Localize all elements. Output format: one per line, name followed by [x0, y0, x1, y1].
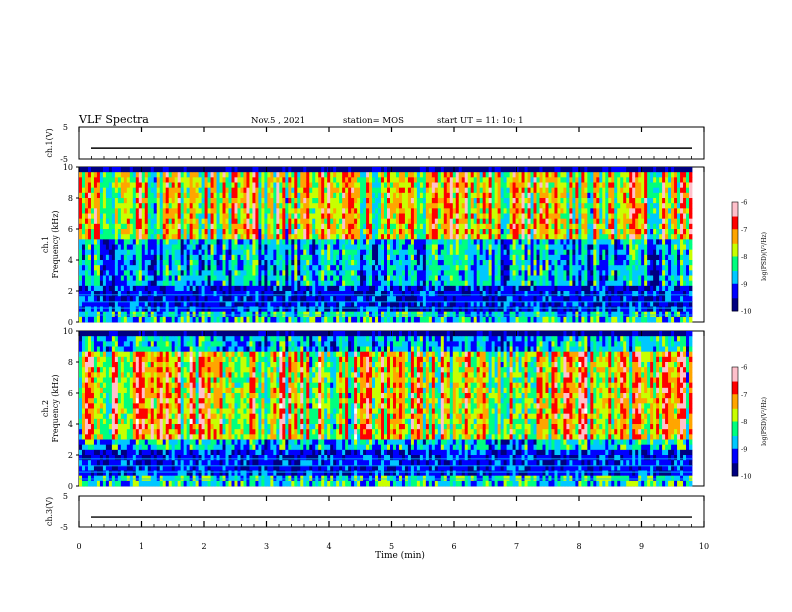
ch3-voltage-ytick-label: 5 [63, 492, 68, 501]
ch1-colorbar-tick-label: -7 [741, 226, 747, 234]
figure-title: VLF Spectra [78, 113, 149, 126]
ch1-colorbar-tick-label: -8 [741, 253, 747, 261]
ch3-voltage-panel: 5 -5 ch.3(V) [45, 492, 705, 532]
x-tick-label: 2 [201, 542, 206, 551]
ch2-colorbar-label: log(PSD)(V²/Hz) [761, 397, 768, 446]
x-tick-label: 8 [576, 542, 581, 551]
ch3-voltage-ylabel: ch.3(V) [45, 497, 54, 526]
ch1-spectrogram-panel: 0 2 4 6 8 10 ch.1Frequency (kHz) [41, 163, 705, 327]
ch1-spectrogram-ytick-label: 6 [68, 225, 73, 234]
ch2-spectrogram-ytick-label: 0 [68, 482, 73, 491]
ch2-spectrogram-ytick-label: 10 [63, 327, 73, 336]
start-time-label: start UT = 11: 10: 1 [437, 116, 524, 126]
ch1-voltage-ytick-label: 5 [63, 123, 68, 132]
ch1-spectrogram-ytick-label: 0 [68, 318, 73, 327]
time-axis: 0 1 2 3 4 5 6 7 8 9 10 [76, 127, 709, 551]
ch2-colorbar-tick-label: -7 [741, 391, 747, 399]
ch2-spectrogram-panel: 0 2 4 6 8 10 ch.2Frequency (kHz) [41, 327, 705, 491]
ch1-colorbar-tick-label: -6 [741, 199, 747, 207]
station-label: station= MOS [343, 116, 404, 126]
ch2-colorbar-tick-label: -9 [741, 445, 747, 453]
ch2-colorbar: -6 -7 -8 -9 -10 log(PSD)(V²/Hz) [731, 364, 768, 481]
ch2-spectrogram-ylabel: ch.2Frequency (kHz) [41, 374, 60, 442]
ch1-colorbar-tick-label: -10 [741, 308, 751, 316]
ch1-voltage-ytick-label: -5 [60, 155, 68, 164]
ch2-colorbar-tick-label: -6 [741, 364, 747, 372]
ch1-spectrogram-ytick-label: 8 [68, 194, 73, 203]
ch1-voltage-panel: 5 -5 ch.1(V) [45, 123, 705, 164]
ch2-spectrogram-ytick-label: 8 [68, 358, 73, 367]
ch1-spectrogram-ylabel: ch.1Frequency (kHz) [41, 210, 60, 278]
ch1-spectrogram-image [79, 167, 693, 323]
ch1-colorbar-label: log(PSD)(V²/Hz) [761, 232, 768, 281]
ch1-colorbar-frame [731, 201, 739, 312]
ch2-colorbar-frame [731, 366, 739, 477]
ch2-colorbar-tick-label: -10 [741, 473, 751, 481]
ch2-spectrogram-ytick-label: 6 [68, 389, 73, 398]
ch2-spectrogram-ytick-label: 4 [68, 420, 73, 429]
ch1-colorbar-tick-label: -9 [741, 280, 747, 288]
x-tick-label: 1 [139, 542, 144, 551]
date-label: Nov.5 , 2021 [251, 116, 305, 126]
x-tick-label: 0 [76, 542, 81, 551]
ch1-voltage-frame [78, 126, 705, 160]
x-tick-label: 10 [699, 542, 709, 551]
ch1-voltage-ylabel: ch.1(V) [45, 128, 54, 157]
ch3-voltage-ytick-label: -5 [60, 523, 68, 532]
x-tick-label: 6 [451, 542, 456, 551]
x-tick-label: 7 [514, 542, 519, 551]
x-tick-label: 3 [264, 542, 269, 551]
ch1-spectrogram-ytick-label: 4 [68, 256, 73, 265]
ch1-colorbar: -6 -7 -8 -9 -10 log(PSD)(V²/Hz) [731, 199, 768, 316]
x-tick-label: 5 [389, 542, 394, 551]
x-tick-label: 4 [326, 542, 331, 551]
x-axis-label: Time (min) [375, 550, 425, 561]
x-tick-label: 9 [639, 542, 644, 551]
ch1-spectrogram-ytick-label: 2 [68, 287, 73, 296]
ch1-spectrogram-ytick-label: 10 [63, 163, 73, 172]
ch2-spectrogram-image [79, 331, 693, 487]
ch2-colorbar-tick-label: -8 [741, 418, 747, 426]
ch2-spectrogram-ytick-label: 2 [68, 451, 73, 460]
